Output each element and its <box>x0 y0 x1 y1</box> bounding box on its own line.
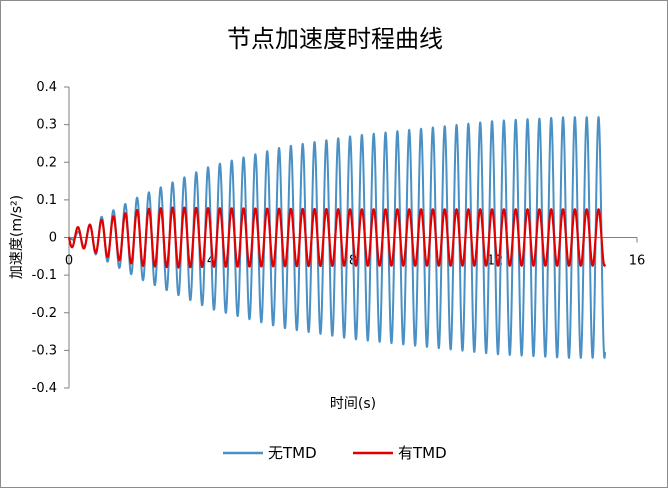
y-tick-label: 0 <box>49 231 57 246</box>
y-tick-label: -0.3 <box>32 343 57 358</box>
y-tick-label: -0.2 <box>32 306 57 321</box>
y-tick-label: 0.1 <box>36 193 57 208</box>
x-tick-label: 16 <box>629 254 646 269</box>
y-tick-label: 0.4 <box>36 80 57 95</box>
plot-area: 0.40.30.20.10-0.1-0.2-0.3-0.40 4 8 12 16 <box>32 80 646 396</box>
y-tick-label: -0.4 <box>32 381 57 396</box>
y-tick-label: 0.3 <box>36 118 57 133</box>
legend-label: 有TMD <box>398 444 447 462</box>
legend: 无TMD 有TMD <box>223 444 447 462</box>
y-tick-label: 0.2 <box>36 155 57 170</box>
series-line-with-tmd <box>67 206 607 269</box>
y-tick-label: -0.1 <box>32 268 57 283</box>
legend-label: 无TMD <box>268 444 317 462</box>
x-tick-label: 0 <box>65 254 73 269</box>
y-axis-label: 加速度(m/s²) <box>9 195 25 279</box>
x-axis-label: 时间(s) <box>330 396 376 412</box>
chart-title: 节点加速度时程曲线 <box>227 25 443 53</box>
